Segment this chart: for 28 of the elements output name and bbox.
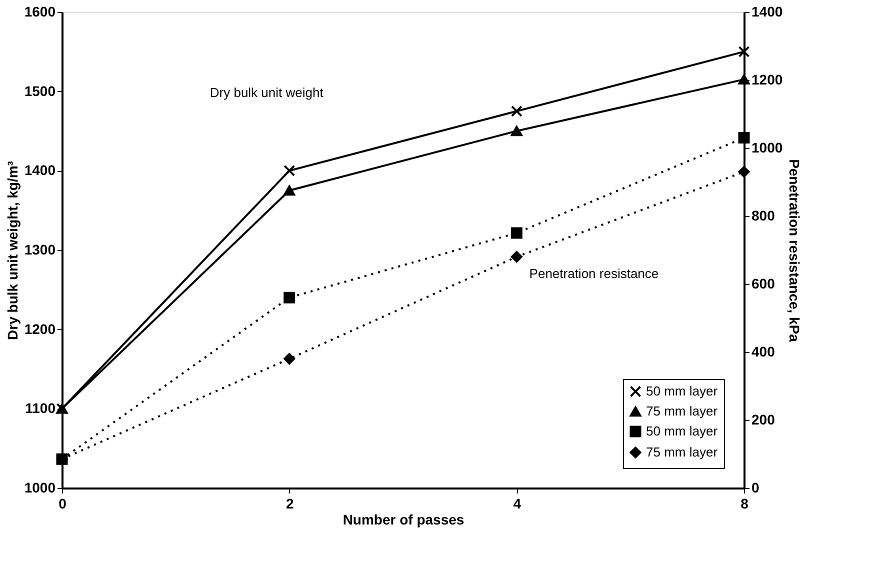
y-tick-label: 1100 — [25, 400, 56, 416]
annotation: Penetration resistance — [529, 266, 659, 281]
x-tick-label: 8 — [740, 496, 749, 512]
x-tick-label: 2 — [286, 496, 294, 512]
legend-label: 75 mm layer — [646, 444, 718, 460]
y2-tick-label: 200 — [752, 412, 776, 428]
x-tick-label: 4 — [513, 496, 522, 512]
x-axis-title: Number of passes — [342, 512, 464, 528]
y-tick-label: 1300 — [24, 242, 56, 258]
y-tick-label: 1500 — [24, 82, 56, 99]
legend-label: 50 mm layer — [646, 384, 718, 398]
legend-label: 75 mm layer — [646, 404, 718, 418]
y2-tick-label: 1000 — [752, 140, 783, 156]
y2-tick-label: 400 — [752, 344, 776, 360]
y2-tick-label: 0 — [752, 480, 760, 496]
x-tick-label: 0 — [58, 496, 67, 512]
y2-tick-label: 800 — [752, 208, 776, 224]
y-tick-label: 1000 — [24, 480, 56, 496]
y2-tick-label: 1200 — [752, 72, 783, 88]
y-tick-label: 1600 — [24, 4, 56, 20]
y2-axis-title: Penetration resistance, kPa — [786, 159, 803, 342]
y-tick-label: 1200 — [24, 320, 56, 337]
annotation: Dry bulk unit weight — [210, 84, 324, 100]
y2-tick-label: 600 — [752, 276, 776, 292]
y2-tick-label: 1400 — [752, 4, 783, 20]
y-tick-label: 1400 — [24, 162, 56, 178]
y-axis-title: Dry bulk unit weight, kg/m³ — [4, 160, 20, 340]
legend-label: 50 mm layer — [646, 424, 718, 438]
